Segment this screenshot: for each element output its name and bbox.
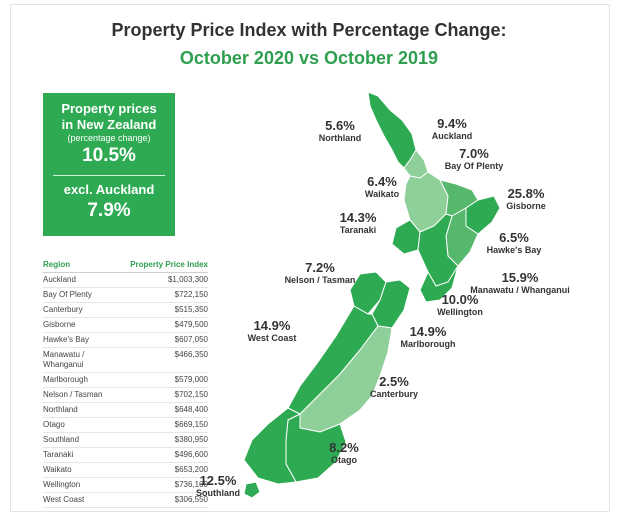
map-change-marlborough: 14.9%	[410, 324, 447, 339]
map-region-name-canterbury: Canterbury	[370, 389, 418, 399]
table-cell-region: Bay Of Plenty	[43, 287, 113, 303]
map-change-taranaki: 14.3%	[340, 210, 377, 225]
map-change-canterbury: 2.5%	[379, 374, 409, 389]
table-row: Manawatu / Whanganui $466,350	[43, 347, 208, 373]
table-header-row: Region Property Price Index	[43, 258, 208, 273]
table-cell-price: $669,150	[113, 417, 208, 433]
summary-box: Property prices in New Zealand (percenta…	[43, 93, 175, 236]
region-northland	[367, 91, 417, 169]
table-cell-price: $653,200	[113, 462, 208, 478]
price-index-table: Region Property Price Index Auckland $1,0…	[43, 258, 208, 508]
excl-auckland-label: excl. Auckland	[63, 182, 155, 197]
table-row: Southland $380,950	[43, 432, 208, 448]
table-cell-region: Taranaki	[43, 447, 113, 463]
table-row: Bay Of Plenty $722,150	[43, 287, 208, 303]
table-cell-price: $648,400	[113, 402, 208, 418]
table-row: Auckland $1,003,300	[43, 272, 208, 288]
map-region-name-otago: Otago	[331, 455, 358, 465]
page-subtitle: October 2020 vs October 2019	[179, 48, 439, 68]
table-row: Northland $648,400	[43, 402, 208, 418]
map-change-bay-of-plenty: 7.0%	[459, 146, 489, 161]
map-change-gisborne: 25.8%	[508, 186, 545, 201]
map-change-manawatu-whanganui: 15.9%	[502, 270, 539, 285]
map-change-southland: 12.5%	[200, 473, 237, 488]
column-header-region: Region	[43, 258, 113, 273]
excl-auckland-value: 7.9%	[87, 200, 131, 221]
table-cell-price: $466,350	[113, 347, 208, 373]
table-cell-region: Canterbury	[43, 302, 113, 318]
table-row: Marlborough $579,000	[43, 372, 208, 388]
table-cell-price: $736,100	[113, 477, 208, 493]
map-region-name-wellington: Wellington	[437, 307, 483, 317]
nz-change-value: 10.5%	[82, 145, 136, 166]
table-body: Auckland $1,003,300 Bay Of Plenty $722,150 C…	[43, 272, 208, 508]
map-change-otago: 8.2%	[329, 440, 359, 455]
map-change-nelson-tasman: 7.2%	[305, 260, 335, 275]
table-cell-region: Nelson / Tasman	[43, 387, 113, 403]
table-row: Gisborne $479,500	[43, 317, 208, 333]
table-cell-price: $607,050	[113, 332, 208, 348]
table-cell-region: Southland	[43, 432, 113, 448]
page-title: Property Price Index with Percentage Cha…	[111, 20, 507, 40]
map-region-name-bay-of-plenty: Bay Of Plenty	[445, 161, 504, 171]
table-cell-price: $306,550	[113, 492, 208, 508]
map-region-name-gisborne: Gisborne	[506, 201, 546, 211]
region-southland	[243, 407, 302, 485]
map-region-name-nelson-tasman: Nelson / Tasman	[285, 275, 356, 285]
table-cell-region: Hawke's Bay	[43, 332, 113, 348]
table-row: Waikato $653,200	[43, 462, 208, 478]
table-cell-region: Manawatu / Whanganui	[43, 347, 113, 373]
table-row: Wellington $736,100	[43, 477, 208, 493]
map-region-name-manawatu-whanganui: Manawatu / Whanganui	[470, 285, 570, 295]
map-region-name-hawke-s-bay: Hawke's Bay	[487, 245, 542, 255]
table-row: Otago $669,150	[43, 417, 208, 433]
region-nelson-tasman	[349, 271, 387, 315]
map-region-name-taranaki: Taranaki	[340, 225, 376, 235]
table-cell-price: $722,150	[113, 287, 208, 303]
table-cell-region: Otago	[43, 417, 113, 433]
table-row: Taranaki $496,600	[43, 447, 208, 463]
table-row: West Coast $306,550	[43, 492, 208, 508]
map-change-waikato: 6.4%	[367, 174, 397, 189]
summary-line-2: in New Zealand	[61, 117, 157, 132]
table-cell-region: Auckland	[43, 272, 113, 288]
region-manawatu-whanganui	[417, 213, 459, 287]
table-cell-price: $579,000	[113, 372, 208, 388]
map-region-name-west-coast: West Coast	[248, 333, 297, 343]
table-cell-price: $515,350	[113, 302, 208, 318]
table-cell-region: West Coast	[43, 492, 113, 508]
table-row: Hawke's Bay $607,050	[43, 332, 208, 348]
table-cell-region: Waikato	[43, 462, 113, 478]
table-cell-region: Northland	[43, 402, 113, 418]
summary-divider	[53, 175, 165, 176]
summary-line-3: (percentage change)	[67, 133, 151, 143]
map-region-name-southland: Southland	[196, 488, 240, 498]
table-cell-price: $380,950	[113, 432, 208, 448]
map-change-hawke-s-bay: 6.5%	[499, 230, 529, 245]
table-row: Canterbury $515,350	[43, 302, 208, 318]
map-change-northland: 5.6%	[325, 118, 355, 133]
summary-line-1: Property prices	[61, 101, 157, 116]
region-stewart-island	[243, 481, 261, 499]
table-cell-region: Wellington	[43, 477, 113, 493]
table-row: Nelson / Tasman $702,150	[43, 387, 208, 403]
map-change-wellington: 10.0%	[442, 292, 479, 307]
table-cell-price: $702,150	[113, 387, 208, 403]
region-wellington	[419, 265, 459, 303]
column-header-index: Property Price Index	[113, 258, 208, 273]
map-change-west-coast: 14.9%	[254, 318, 291, 333]
table-cell-region: Gisborne	[43, 317, 113, 333]
table-cell-price: $479,500	[113, 317, 208, 333]
map-region-name-marlborough: Marlborough	[401, 339, 456, 349]
table-cell-price: $496,600	[113, 447, 208, 463]
map-change-auckland: 9.4%	[437, 116, 467, 131]
map-region-name-waikato: Waikato	[365, 189, 400, 199]
table-cell-region: Marlborough	[43, 372, 113, 388]
table-cell-price: $1,003,300	[113, 272, 208, 288]
map-region-name-auckland: Auckland	[432, 131, 473, 141]
map-labels: 5.6%Northland 9.4%Auckland 7.0%Bay Of Plen…	[196, 116, 570, 498]
map-region-name-northland: Northland	[319, 133, 362, 143]
